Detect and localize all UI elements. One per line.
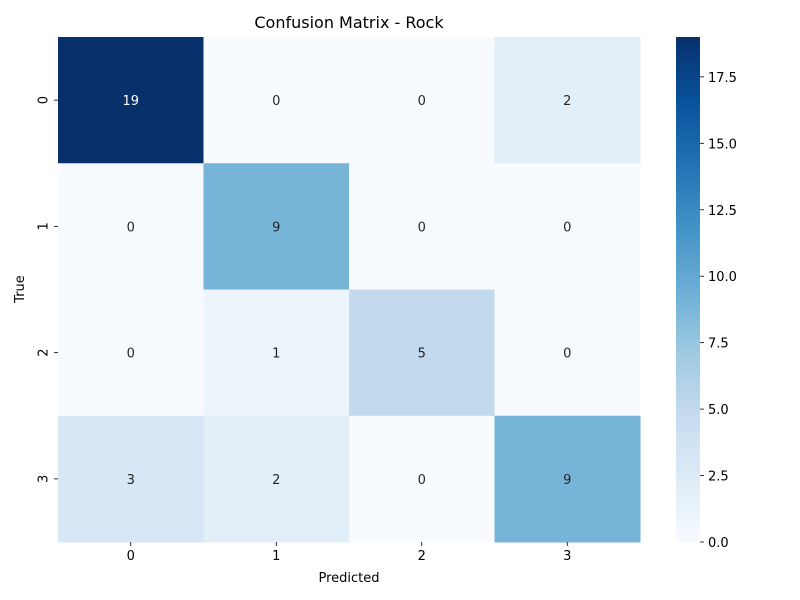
colorbar: 0.0 2.5 5.0 7.5 10.0 12.5 15.0 17.5 [676,37,737,551]
chart-title: Confusion Matrix - Rock [254,13,444,32]
y-tick-label: 2 [37,348,52,356]
colorbar-tick-label: 15.0 [708,137,737,152]
heatmap-cell-r3-c0 [58,415,204,543]
cell-value-r0-c3: 2 [563,94,571,109]
heatmap-cell-r2-c2 [349,289,495,417]
cell-value-r0-c1: 0 [272,94,280,109]
x-tick-label: 3 [563,549,571,564]
cell-value-r1-c0: 0 [127,220,135,235]
cell-value-r3-c3: 9 [563,473,571,488]
cell-value-r2-c0: 0 [127,347,135,362]
heatmap-cell-r1-c0 [58,163,204,290]
heatmap-cell-r1-c1 [203,163,350,290]
cell-value-r2-c2: 5 [418,347,426,362]
cell-value-r1-c3: 0 [563,220,571,235]
y-tick-label: 0 [37,96,52,104]
x-tick-label: 2 [418,549,426,564]
heatmap-cell-r0-c0 [58,37,204,164]
colorbar-tick-label: 0.0 [708,536,729,551]
y-axis-ticks: 0 1 2 3 [37,96,58,483]
y-tick-label: 1 [37,222,52,230]
x-axis-label: Predicted [318,571,379,586]
heatmap-cells [58,37,641,543]
cell-value-r2-c1: 1 [272,347,280,362]
colorbar-tick-label: 2.5 [708,470,729,485]
x-tick-label: 0 [127,549,135,564]
cell-value-r0-c2: 0 [418,94,426,109]
heatmap-cell-r3-c3 [494,415,641,543]
y-axis-label: True [13,275,28,304]
heatmap-cell-r1-c3 [494,163,641,290]
cell-value-r1-c2: 0 [418,220,426,235]
x-tick-label: 1 [272,549,280,564]
colorbar-ticks: 0.0 2.5 5.0 7.5 10.0 12.5 15.0 17.5 [700,71,737,551]
cell-labels: 19 0 0 2 0 9 0 0 0 1 5 0 3 2 0 9 [122,94,571,488]
colorbar-tick-label: 12.5 [708,204,737,219]
heatmap-cell-r0-c3 [494,37,641,164]
heatmap-cell-r3-c1 [203,415,350,543]
y-tick-label: 3 [37,475,52,483]
heatmap-cell-r1-c2 [349,163,495,290]
cell-value-r3-c1: 2 [272,473,280,488]
heatmap-cell-r2-c0 [58,289,204,417]
cell-value-r1-c1: 9 [272,220,280,235]
heatmap-cell-r2-c1 [203,289,350,417]
x-axis-ticks: 0 1 2 3 [127,542,571,564]
heatmap-cell-r0-c1 [203,37,350,164]
colorbar-gradient [676,37,700,542]
colorbar-tick-label: 7.5 [708,337,729,352]
cell-value-r3-c0: 3 [127,473,135,488]
cell-value-r2-c3: 0 [563,347,571,362]
heatmap-cell-r0-c2 [349,37,495,164]
heatmap-cell-r2-c3 [494,289,641,417]
cell-value-r3-c2: 0 [418,473,426,488]
colorbar-tick-label: 5.0 [708,403,729,418]
colorbar-tick-label: 10.0 [708,270,737,285]
cell-value-r0-c0: 19 [122,94,139,109]
colorbar-tick-label: 17.5 [708,71,737,86]
heatmap-cell-r3-c2 [349,415,495,543]
